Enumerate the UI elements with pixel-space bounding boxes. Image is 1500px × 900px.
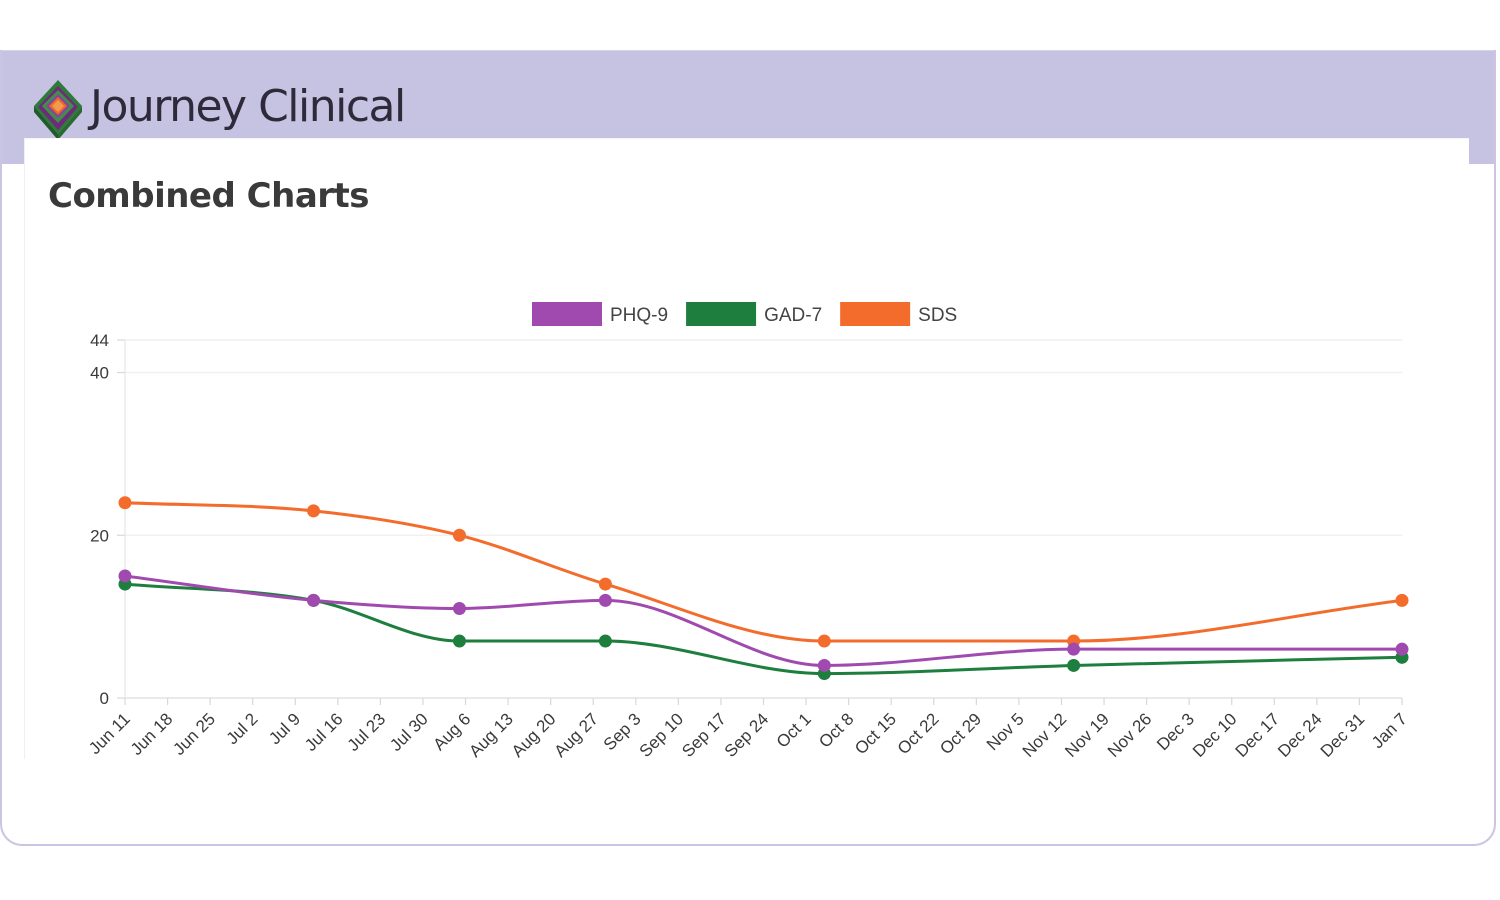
y-tick-label: 44 [90,331,109,350]
series-line [124,501,1403,643]
legend-label: GAD-7 [764,305,822,326]
chart-legend[interactable]: PHQ-9 GAD-7 SDS [532,302,957,326]
x-tick-label: Jun 11 [85,709,134,758]
x-tick-label: Jul 2 [223,709,262,748]
legend-swatch [840,302,911,326]
x-tick-label: Dec 24 [1274,709,1326,761]
x-tick-label: Dec 10 [1189,709,1241,761]
data-point[interactable] [452,602,466,615]
x-tick-label: Jan 7 [1368,709,1411,752]
x-tick-label: Jul 16 [301,709,347,755]
series-sds [118,496,1409,648]
y-tick-label: 20 [90,526,109,545]
legend-label: PHQ-9 [610,305,668,326]
series-phq-9 [118,569,1409,672]
x-tick-label: Oct 15 [851,709,900,758]
legend-item[interactable]: PHQ-9 [532,302,668,326]
legend-swatch [532,302,602,326]
data-point[interactable] [598,634,612,648]
chart-panel [24,138,1469,759]
x-tick-label: Sep 24 [721,709,773,761]
x-tick-label: Aug 27 [551,709,603,761]
grid-lines [124,339,1402,699]
x-tick-label: Jul 30 [386,709,432,755]
series-line [124,574,1402,667]
series-lines [118,496,1409,681]
data-point[interactable] [1395,642,1409,656]
data-point[interactable] [1395,593,1409,607]
chart-title: Combined Charts [48,176,370,216]
legend-swatch [686,302,757,326]
data-point[interactable] [452,528,466,542]
brand-name[interactable]: Journey Clinical [90,81,406,132]
layered-diamond-icon [34,80,82,140]
x-tick-label: Dec 31 [1317,709,1369,761]
y-tick-label: 0 [100,689,109,708]
x-tick-label: Jun 18 [127,709,177,759]
legend-label: SDS [918,305,957,326]
x-tick-label: Nov 12 [1019,709,1071,761]
x-tick-label: Sep 17 [678,709,730,761]
data-point[interactable] [307,504,321,518]
x-tick-label: Nov 19 [1061,709,1113,761]
data-point[interactable] [598,593,612,607]
legend-item[interactable]: GAD-7 [686,302,822,326]
x-tick-label: Nov 26 [1104,709,1156,761]
data-point[interactable] [598,577,612,591]
x-tick-label: Dec 17 [1232,709,1284,761]
data-point[interactable] [307,593,321,607]
x-tick-label: Jun 25 [169,709,219,759]
x-tick-label: Oct 1 [773,709,815,751]
data-point[interactable] [817,658,831,672]
data-point[interactable] [118,496,132,510]
data-point[interactable] [118,569,132,583]
legend-item[interactable]: SDS [840,302,957,326]
x-tick-label: Oct 29 [936,709,985,758]
x-tick-label: Jul 23 [344,709,390,755]
data-point[interactable] [817,634,831,648]
x-tick-label: Aug 20 [508,709,560,761]
x-tick-label: Aug 13 [465,709,517,761]
y-axis: 0 20 40 44 [90,331,125,708]
data-point[interactable] [1067,658,1081,672]
data-point[interactable] [452,634,466,648]
data-point[interactable] [1067,642,1081,656]
x-tick-label: Oct 22 [894,709,943,758]
x-tick-label: Sep 10 [636,709,688,761]
y-tick-label: 40 [90,364,109,383]
x-tick-label: Jul 9 [265,709,304,748]
